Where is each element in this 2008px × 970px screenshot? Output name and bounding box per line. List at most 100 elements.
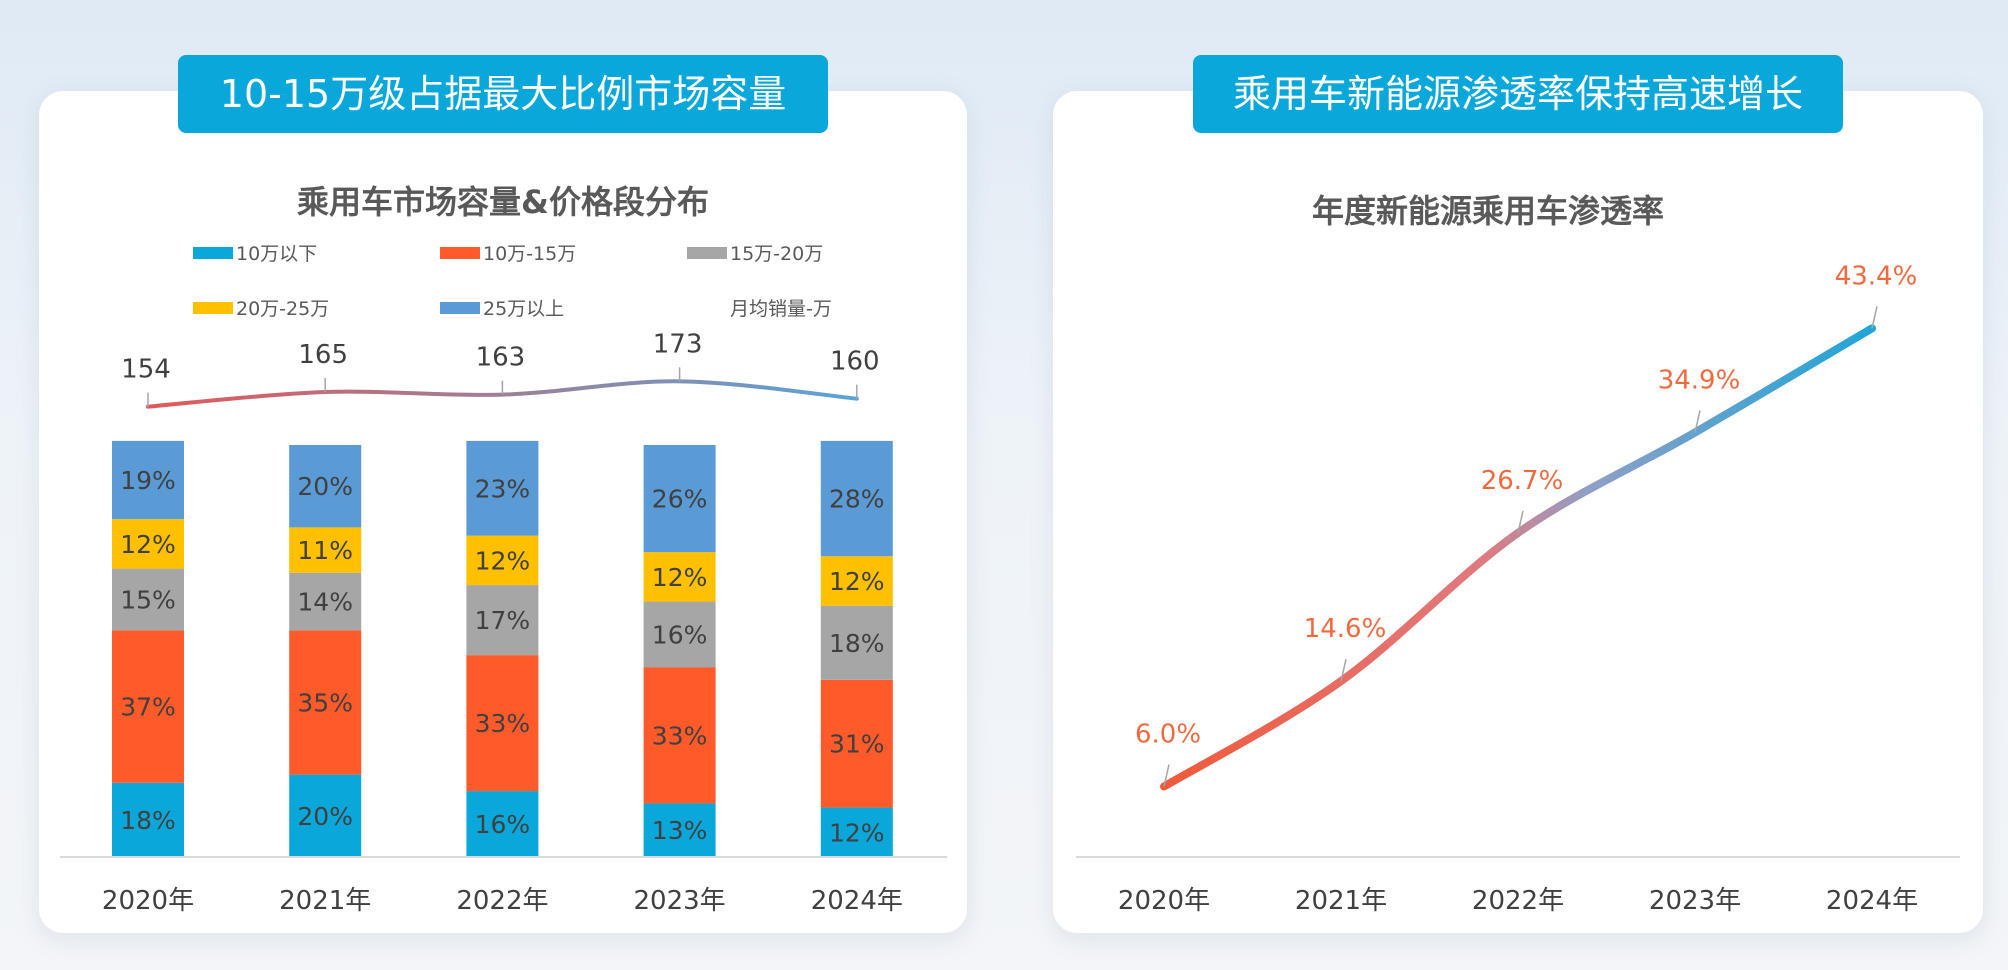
bar-segment bbox=[820, 556, 893, 606]
bar-segment bbox=[112, 782, 184, 857]
bar-segment bbox=[289, 630, 362, 775]
bar-data-label: 16% bbox=[475, 810, 531, 839]
line-data-label: 6.0% bbox=[1135, 720, 1201, 750]
line-data-label: 43.4% bbox=[1835, 261, 1918, 291]
bar-segment bbox=[112, 630, 184, 783]
line-label-leader bbox=[1871, 306, 1878, 329]
bar-data-label: 16% bbox=[652, 621, 708, 650]
x-tick-label: 2020年 bbox=[102, 886, 194, 916]
legend-swatch bbox=[440, 302, 480, 314]
monthly-sales-line-path bbox=[146, 379, 859, 409]
bar-data-label: 20% bbox=[297, 802, 353, 831]
line-chart: 年度新能源乘用车渗透率 6.0% 14.6% 26.7% 34.9% 43.4% 202… bbox=[1076, 192, 1960, 916]
penetration-rate-line: 6.0% 14.6% 26.7% 34.9% 43.4% bbox=[1135, 261, 1918, 791]
bar-data-label: 18% bbox=[829, 629, 885, 658]
bar-segment bbox=[643, 667, 716, 804]
bar-segment bbox=[289, 774, 362, 857]
bar-data-label: 14% bbox=[297, 588, 353, 617]
bar-data-label: 23% bbox=[475, 474, 531, 503]
bar-segment bbox=[820, 807, 893, 857]
stacked-bar-chart: 乘用车市场容量&价格段分布 10万以下 10万-15万 15万-20万 20万-25万… bbox=[60, 183, 947, 916]
left-chart-legend: 10万以下 10万-15万 15万-20万 20万-25万 25万以上 月均销量-万 bbox=[193, 243, 832, 320]
penetration-rate-line-path bbox=[1160, 324, 1876, 791]
line-data-label: 34.9% bbox=[1658, 365, 1741, 395]
bar-segment bbox=[289, 572, 362, 631]
bar-segment bbox=[643, 803, 716, 857]
line-label-leader bbox=[1340, 658, 1347, 682]
bar-data-label: 28% bbox=[829, 485, 885, 514]
bar-segment bbox=[820, 440, 893, 557]
line-data-label: 154 bbox=[121, 355, 171, 385]
right-x-axis-ticks: 2020年 2021年 2022年 2023年 2024年 bbox=[1118, 886, 1918, 916]
bar-segment bbox=[643, 552, 716, 602]
bar-data-label: 33% bbox=[475, 709, 531, 738]
bar-segment bbox=[820, 605, 893, 680]
bar-segment bbox=[289, 445, 362, 528]
line-data-label: 163 bbox=[476, 343, 526, 373]
legend-swatch bbox=[687, 247, 727, 259]
legend-label: 月均销量-万 bbox=[730, 298, 832, 320]
bar-segment bbox=[112, 440, 184, 520]
bar-data-label: 17% bbox=[475, 606, 531, 635]
legend-label: 20万-25万 bbox=[236, 298, 329, 320]
line-data-label: 165 bbox=[298, 340, 348, 370]
legend-swatch bbox=[193, 247, 233, 259]
line-label-leader bbox=[1517, 510, 1524, 534]
bar-data-label: 26% bbox=[652, 485, 708, 514]
bar-segment bbox=[466, 585, 539, 656]
bar-segment bbox=[643, 445, 716, 553]
right-chart-card bbox=[1053, 91, 1983, 933]
bar-data-label: 12% bbox=[475, 546, 531, 575]
bar-data-label: 12% bbox=[829, 567, 885, 596]
x-tick-label: 2020年 bbox=[1118, 886, 1210, 916]
line-data-label: 173 bbox=[653, 329, 703, 359]
x-tick-label: 2023年 bbox=[1649, 886, 1741, 916]
bar-data-label: 35% bbox=[297, 689, 353, 718]
legend-swatch bbox=[440, 247, 480, 259]
bar-data-label: 12% bbox=[120, 530, 176, 559]
x-tick-label: 2022年 bbox=[456, 886, 548, 916]
legend-label: 10万-15万 bbox=[483, 243, 576, 265]
legend-label: 15万-20万 bbox=[730, 243, 823, 265]
bar-data-label: 20% bbox=[297, 472, 353, 501]
bar-data-label: 12% bbox=[829, 818, 885, 847]
left-chart-bars: 18% 37% 15% 12% 19% 20% 35% 14% 11% 20% 16% 33% 17% 1… bbox=[112, 440, 893, 857]
left-x-axis-ticks: 2020年 2021年 2022年 2023年 2024年 bbox=[102, 886, 903, 916]
bar-data-label: 15% bbox=[120, 586, 176, 615]
bar-segment bbox=[112, 519, 184, 569]
bar-data-label: 33% bbox=[652, 721, 708, 750]
bar-segment bbox=[466, 440, 539, 536]
bar-segment bbox=[466, 535, 539, 586]
line-label-leader bbox=[1694, 410, 1701, 433]
legend-label: 10万以下 bbox=[236, 243, 317, 265]
right-banner-title: 乘用车新能源渗透率保持高速增长 bbox=[1193, 55, 1843, 133]
bar-segment bbox=[466, 655, 539, 792]
bar-segment bbox=[289, 527, 362, 573]
x-tick-label: 2021年 bbox=[1295, 886, 1387, 916]
x-tick-label: 2024年 bbox=[811, 886, 903, 916]
x-tick-label: 2023年 bbox=[634, 886, 726, 916]
legend-swatch bbox=[193, 302, 233, 314]
monthly-sales-line: 154 165 163 173 160 bbox=[121, 329, 880, 409]
x-tick-label: 2021年 bbox=[279, 886, 371, 916]
bar-data-label: 19% bbox=[120, 466, 176, 495]
bar-segment bbox=[112, 568, 184, 631]
right-chart-title: 年度新能源乘用车渗透率 bbox=[1312, 192, 1664, 230]
line-data-label: 14.6% bbox=[1304, 614, 1387, 644]
bar-segment bbox=[820, 679, 893, 808]
left-banner-title: 10-15万级占据最大比例市场容量 bbox=[178, 55, 828, 133]
bar-data-label: 18% bbox=[120, 806, 176, 835]
bar-data-label: 31% bbox=[829, 730, 885, 759]
bar-data-label: 11% bbox=[297, 536, 353, 565]
left-chart-title: 乘用车市场容量&价格段分布 bbox=[297, 183, 709, 221]
line-data-label: 26.7% bbox=[1481, 466, 1564, 496]
line-label-leader bbox=[1163, 764, 1170, 787]
bar-segment bbox=[466, 791, 539, 857]
bar-data-label: 13% bbox=[652, 816, 708, 845]
legend-label: 25万以上 bbox=[483, 298, 564, 320]
bar-segment bbox=[643, 601, 716, 668]
x-tick-label: 2024年 bbox=[1826, 886, 1918, 916]
bar-data-label: 12% bbox=[652, 563, 708, 592]
bar-data-label: 37% bbox=[120, 693, 176, 722]
